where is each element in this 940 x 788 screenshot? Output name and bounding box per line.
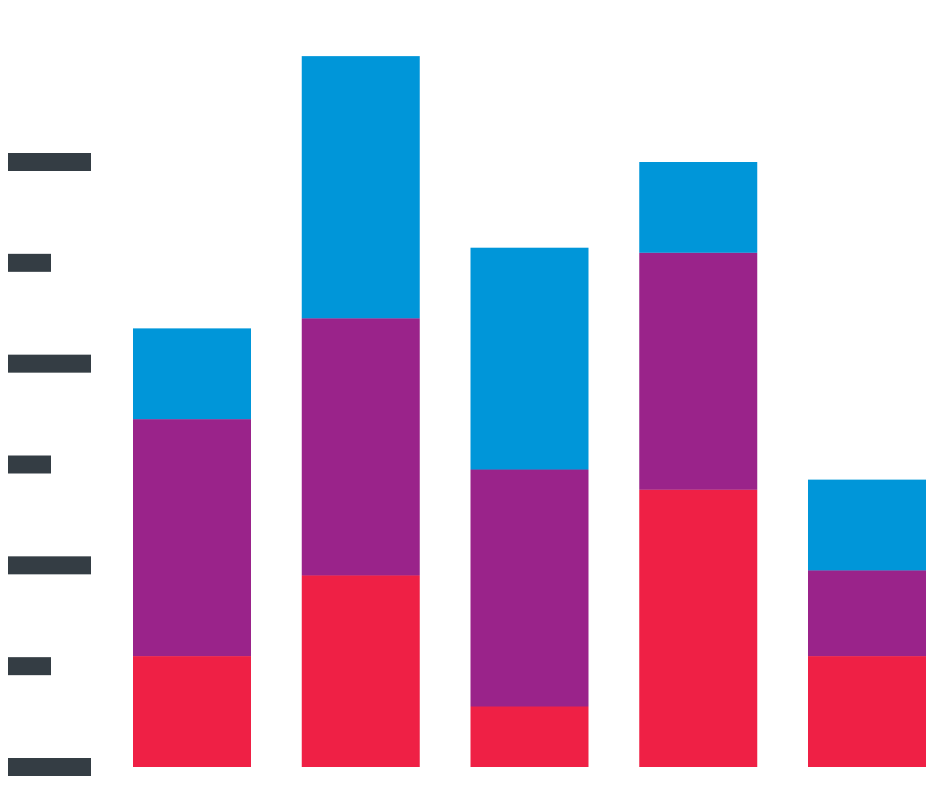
y-tick [8, 657, 51, 676]
bar-segment [133, 656, 251, 767]
bar-segment [808, 656, 926, 767]
y-tick [8, 758, 91, 776]
y-tick [8, 253, 51, 272]
y-tick [8, 556, 91, 575]
bar-segment [470, 469, 589, 707]
bar-segment [470, 706, 589, 767]
bar-segment [470, 247, 589, 470]
bar-segment [639, 162, 758, 253]
bar-segment [639, 252, 758, 490]
bar-segment [301, 575, 420, 767]
y-tick [8, 153, 91, 171]
bar-segment [808, 570, 926, 657]
bar-segment [639, 489, 758, 767]
bar-segment [133, 328, 251, 420]
y-tick [8, 354, 91, 373]
bar-segment [808, 479, 926, 571]
y-tick [8, 455, 51, 474]
bar-segment [301, 56, 420, 319]
bar-segment [133, 419, 251, 657]
bar-segment [301, 318, 420, 576]
